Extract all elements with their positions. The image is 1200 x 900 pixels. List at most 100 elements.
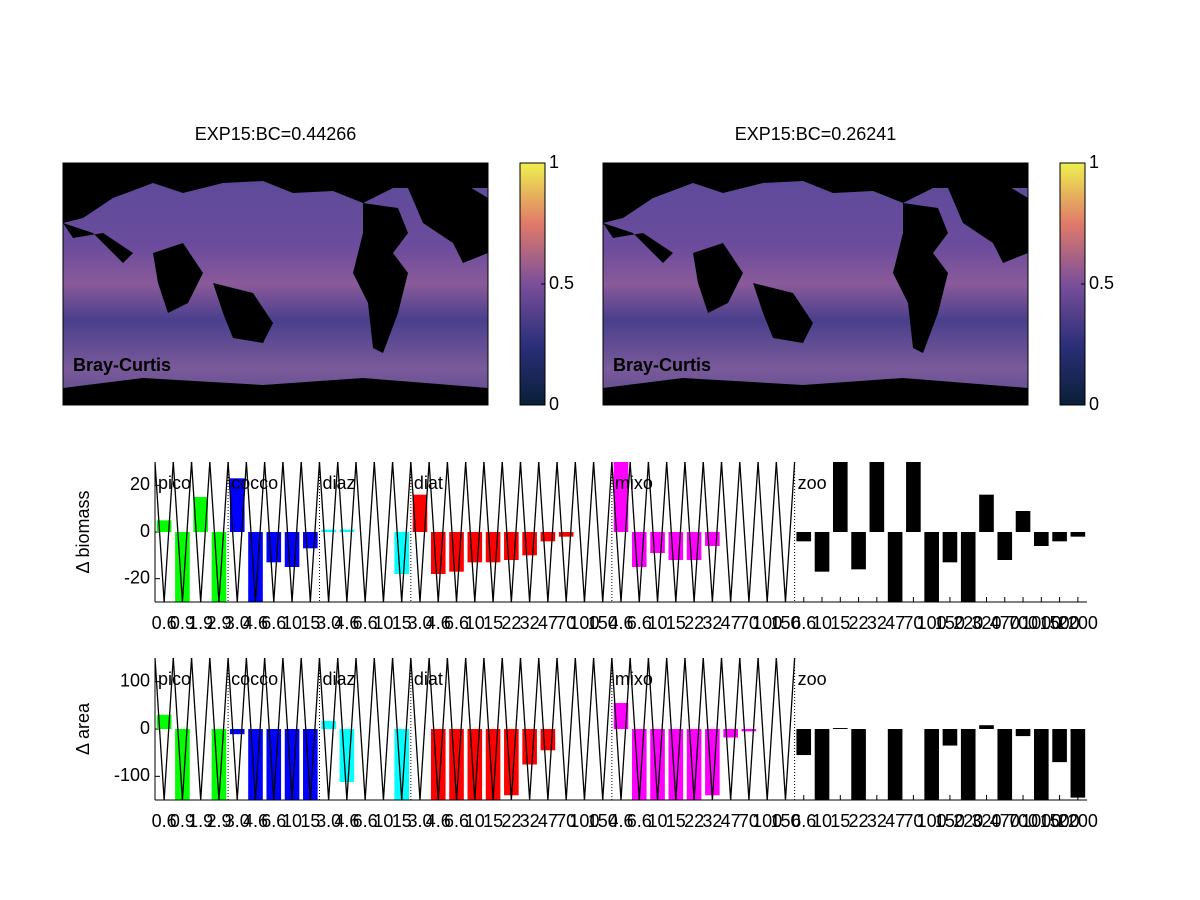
x-tick-label: 47 — [721, 613, 741, 633]
x-tick-label: 220 — [953, 613, 983, 633]
group-label: pico — [158, 473, 191, 493]
bar — [796, 532, 812, 542]
group-label: zoo — [798, 473, 827, 493]
x-tick-label: 4.6 — [243, 613, 268, 633]
triangle-outline — [190, 462, 211, 602]
bar — [613, 702, 629, 729]
triangle-outline — [282, 462, 302, 602]
bar — [558, 532, 574, 537]
x-tick-label: 32 — [702, 811, 722, 831]
x-tick-label: 10 — [373, 613, 393, 633]
bar — [942, 532, 958, 563]
bar — [284, 532, 300, 567]
triangle-outline — [483, 462, 503, 602]
colorbar-tick-label: 0.5 — [1089, 273, 1114, 293]
bar — [686, 729, 702, 800]
triangle-outline — [172, 658, 193, 800]
triangle-outline — [172, 462, 193, 602]
x-tick-label: 3.0 — [407, 811, 432, 831]
triangle-outline — [592, 658, 613, 800]
bar — [467, 532, 483, 563]
bar-panel: Δ biomass-200200.60.91.92.9pico3.04.66.6… — [73, 462, 1098, 633]
triangle-outline — [757, 462, 777, 602]
x-tick-label: 6.6 — [627, 811, 652, 831]
triangle-outline — [702, 462, 723, 602]
x-tick-label: 6.6 — [627, 613, 652, 633]
triangle-outline — [428, 462, 449, 602]
x-tick-label: 100 — [917, 811, 947, 831]
x-tick-label: 150 — [935, 613, 965, 633]
colorbar — [1059, 162, 1086, 406]
triangle-outline — [501, 658, 522, 800]
map-panel: EXP15:BC=0.44266 Bray-Curtis 0 0.5 1 — [62, 124, 574, 414]
x-tick-label: 15 — [830, 811, 850, 831]
triangle-outline — [647, 462, 668, 602]
bar — [156, 520, 172, 532]
x-tick-label: 22 — [849, 811, 869, 831]
bar — [1052, 729, 1067, 763]
x-tick-label: 47 — [721, 811, 741, 831]
y-axis-label: Δ area — [73, 702, 93, 755]
map-frame — [602, 162, 1029, 406]
bar — [248, 729, 263, 800]
y-tick-label: 0 — [140, 521, 150, 541]
bar — [832, 462, 848, 532]
bar — [229, 729, 245, 735]
colorbar-tick-label: 0.5 — [549, 273, 574, 293]
bar — [960, 729, 976, 800]
bar — [924, 729, 939, 800]
bar — [394, 532, 410, 574]
triangle-outline — [300, 462, 321, 602]
x-tick-label: 15 — [666, 811, 686, 831]
bar — [851, 532, 866, 570]
bar — [522, 532, 537, 556]
x-tick-label: 70 — [739, 613, 759, 633]
triangle-outline — [318, 658, 339, 800]
bar — [814, 532, 830, 572]
triangle-outline — [611, 462, 631, 602]
triangle-outline — [720, 462, 741, 602]
x-tick-label: 1500 — [1040, 811, 1080, 831]
triangle-outline — [263, 462, 284, 602]
triangle-outline — [629, 462, 650, 602]
bar — [394, 729, 410, 800]
bar — [979, 494, 994, 532]
triangle-outline — [155, 658, 174, 800]
x-tick-label: 22 — [684, 811, 704, 831]
triangle-outline — [337, 658, 357, 800]
x-tick-label: 6.6 — [791, 811, 816, 831]
bar — [796, 729, 812, 756]
x-tick-label: 100 — [752, 613, 782, 633]
x-tick-label: 70 — [739, 811, 759, 831]
triangle-outline — [720, 658, 741, 800]
triangle-outline — [739, 658, 759, 800]
x-tick-label: 22 — [684, 613, 704, 633]
x-tick-label: 22 — [501, 613, 521, 633]
bar — [613, 462, 629, 532]
map-panels: EXP15:BC=0.44266Bray-Curtis00.51EXP15:BC… — [62, 124, 1114, 414]
x-tick-label: 32 — [702, 613, 722, 633]
group-label: cocco — [231, 473, 278, 493]
bar — [650, 729, 665, 800]
bar — [1034, 532, 1049, 546]
y-tick-label: -20 — [124, 567, 150, 587]
triangle-outline — [263, 658, 284, 800]
x-tick-label: 32 — [867, 811, 887, 831]
x-tick-label: 4.6 — [334, 613, 359, 633]
x-tick-label: 4.6 — [426, 613, 451, 633]
triangle-outline — [155, 462, 174, 602]
bar — [869, 462, 885, 532]
bar — [175, 729, 190, 800]
group-label: cocco — [231, 669, 278, 689]
x-tick-label: 2.9 — [206, 613, 231, 633]
group-label: diaz — [322, 473, 355, 493]
x-tick-label: 470 — [990, 613, 1020, 633]
bar — [942, 729, 958, 746]
x-tick-label: 3.0 — [316, 613, 341, 633]
x-tick-label: 150 — [770, 811, 800, 831]
bar — [997, 532, 1013, 560]
x-tick-label: 47 — [885, 811, 905, 831]
triangle-outline — [428, 658, 449, 800]
map-annotation: Bray-Curtis — [613, 355, 711, 375]
